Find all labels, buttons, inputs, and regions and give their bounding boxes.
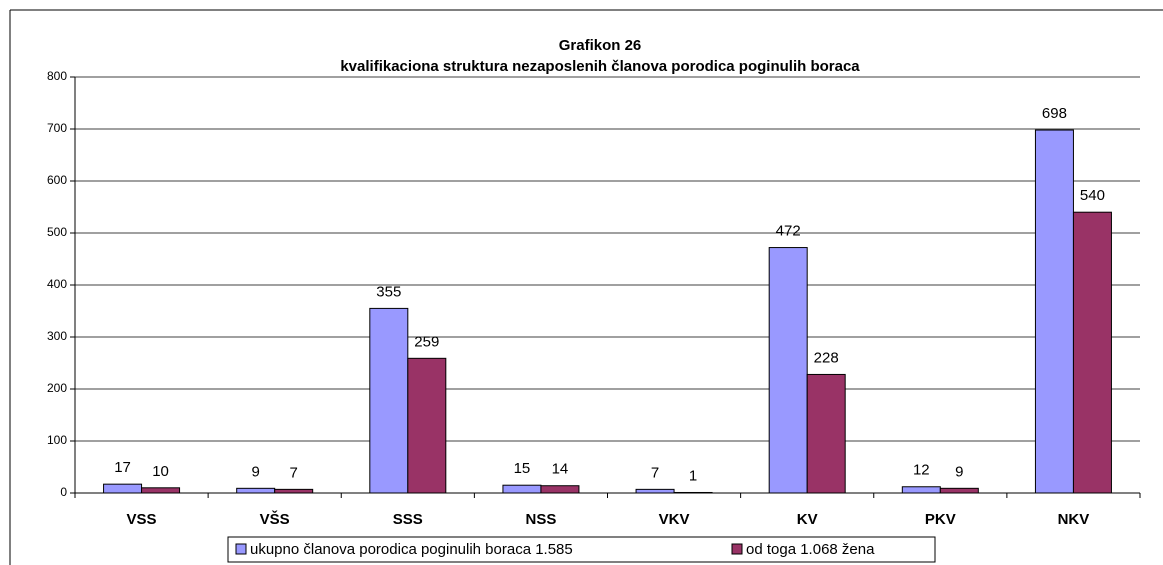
- data-label: 472: [776, 223, 801, 240]
- data-label: 698: [1042, 105, 1067, 122]
- bar: [369, 307, 409, 494]
- chart-title: Grafikon 26: [559, 37, 642, 54]
- data-label: 15: [514, 460, 531, 477]
- bar: [768, 247, 808, 494]
- bar: [141, 487, 181, 494]
- data-label: 14: [552, 461, 569, 478]
- y-tick-label: 500: [47, 225, 67, 239]
- data-label: 355: [376, 283, 401, 300]
- y-tick-label: 600: [47, 173, 67, 187]
- chart-subtitle: kvalifikaciona struktura nezaposlenih čl…: [340, 58, 860, 75]
- x-tick-label: VSS: [127, 511, 157, 528]
- data-label: 7: [651, 464, 659, 481]
- data-label: 540: [1080, 187, 1105, 204]
- legend-label: od toga 1.068 žena: [746, 541, 875, 558]
- bar: [635, 488, 675, 494]
- y-tick-label: 800: [47, 69, 67, 83]
- x-tick-label: KV: [797, 511, 818, 528]
- bar: [274, 488, 314, 494]
- legend-box: [227, 536, 936, 563]
- y-tick-label: 400: [47, 277, 67, 291]
- bar: [103, 483, 143, 494]
- bar: [540, 485, 580, 494]
- x-tick-label: VKV: [659, 511, 690, 528]
- data-label: 12: [913, 462, 930, 479]
- bar: [236, 487, 276, 494]
- data-label: 259: [414, 333, 439, 350]
- y-tick-label: 100: [47, 433, 67, 447]
- bar: [806, 373, 846, 494]
- bar: [901, 486, 941, 494]
- data-label: 228: [814, 349, 839, 366]
- x-tick-label: VŠS: [260, 510, 290, 528]
- y-tick-label: 0: [60, 485, 67, 499]
- y-tick-label: 300: [47, 329, 67, 343]
- x-tick-label: SSS: [393, 511, 423, 528]
- x-tick-label: NKV: [1058, 511, 1090, 528]
- x-tick-label: PKV: [925, 511, 956, 528]
- y-tick-label: 700: [47, 121, 67, 135]
- legend-swatch: [731, 543, 743, 555]
- legend-label: ukupno članova porodica poginulih boraca…: [250, 541, 573, 558]
- legend-swatch: [235, 543, 247, 555]
- data-label: 9: [252, 463, 260, 480]
- data-label: 9: [955, 463, 963, 480]
- bar: [1034, 129, 1074, 494]
- bar: [502, 484, 542, 494]
- data-label: 1: [689, 467, 697, 484]
- bar: [407, 357, 447, 494]
- data-label: 10: [152, 463, 169, 480]
- bar: [1072, 211, 1112, 494]
- data-label: 17: [114, 459, 131, 476]
- y-tick-label: 200: [47, 381, 67, 395]
- bar: [939, 487, 979, 494]
- data-label: 7: [290, 464, 298, 481]
- x-tick-label: NSS: [526, 511, 557, 528]
